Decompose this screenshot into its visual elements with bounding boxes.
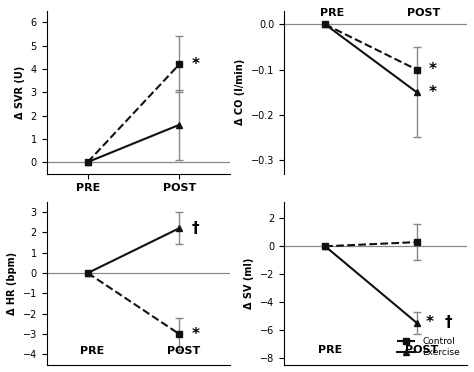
- Text: *: *: [426, 315, 434, 330]
- Text: POST: POST: [408, 9, 441, 19]
- Text: PRE: PRE: [318, 345, 342, 355]
- Text: *: *: [191, 327, 199, 341]
- Y-axis label: Δ CO (l/min): Δ CO (l/min): [235, 59, 245, 125]
- Text: *: *: [428, 85, 437, 100]
- Text: PRE: PRE: [320, 9, 345, 19]
- Text: POST: POST: [405, 345, 438, 355]
- Text: POST: POST: [167, 346, 201, 356]
- Legend: Control, Exercise: Control, Exercise: [394, 334, 463, 360]
- Text: PRE: PRE: [80, 346, 104, 356]
- Text: *: *: [428, 62, 437, 77]
- Y-axis label: Δ HR (bpm): Δ HR (bpm): [7, 251, 17, 315]
- Text: *: *: [191, 57, 199, 72]
- Text: †: †: [191, 221, 199, 236]
- Text: †: †: [444, 315, 452, 330]
- Y-axis label: Δ SV (ml): Δ SV (ml): [244, 257, 255, 309]
- Y-axis label: Δ SVR (U): Δ SVR (U): [15, 65, 25, 119]
